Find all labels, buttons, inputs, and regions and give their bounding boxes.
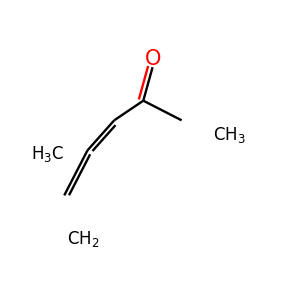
Text: H$_3$C: H$_3$C [31,144,64,164]
Text: CH$_3$: CH$_3$ [213,125,246,145]
Text: O: O [144,49,161,69]
Text: CH$_2$: CH$_2$ [67,229,99,249]
